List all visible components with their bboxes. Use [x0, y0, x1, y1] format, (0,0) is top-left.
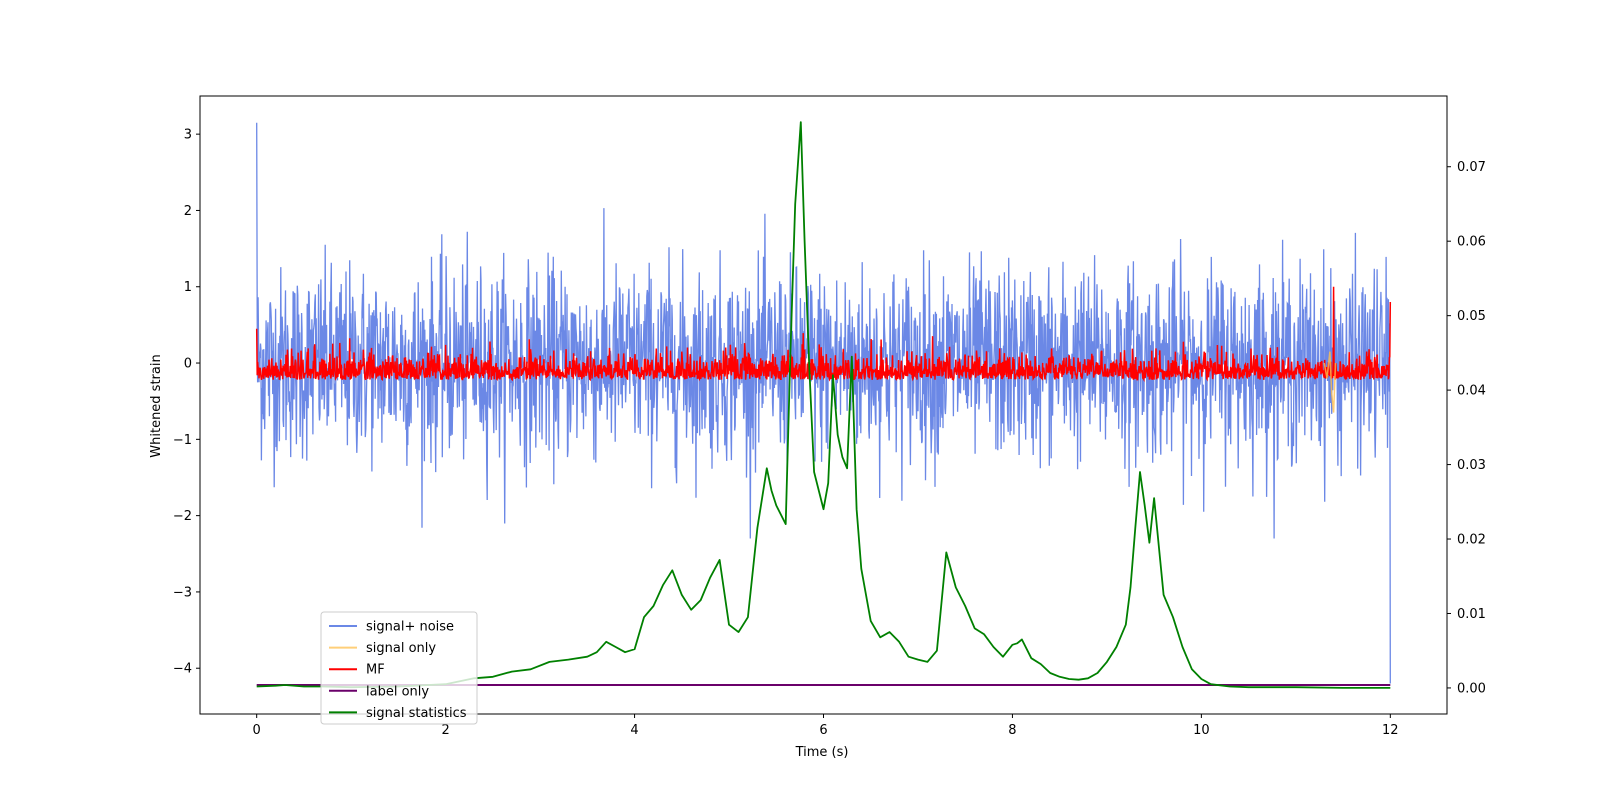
y2-tick-label: 0.05 [1457, 309, 1486, 324]
x-tick-label: 8 [1008, 723, 1016, 738]
y2-tick-label: 0.07 [1457, 160, 1486, 175]
y2-tick-label: 0.01 [1457, 607, 1486, 622]
legend-label-signal-statistics: signal statistics [366, 706, 467, 721]
y-tick-label: 3 [184, 128, 192, 143]
y-tick-label: −4 [173, 662, 192, 677]
y2-tick-label: 0.03 [1457, 458, 1486, 473]
legend-label-signal-only: signal only [366, 641, 436, 656]
x-tick-label: 2 [441, 723, 449, 738]
y-axis-label: Whitened strain [149, 354, 164, 457]
y-tick-label: 0 [184, 357, 192, 372]
y-tick-label: 1 [184, 280, 192, 295]
series-mf-line [255, 286, 1392, 383]
y2-tick-label: 0.06 [1457, 235, 1486, 250]
x-tick-label: 10 [1193, 723, 1210, 738]
legend-label-label-only: label only [366, 684, 429, 699]
x-tick-label: 12 [1382, 723, 1399, 738]
x-tick-label: 6 [819, 723, 827, 738]
x-axis-label: Time (s) [795, 745, 849, 760]
y-tick-label: 2 [184, 204, 192, 219]
series-signal-noise-line [256, 122, 1391, 684]
legend-label-mf: MF [366, 663, 385, 678]
y2-tick-label: 0.00 [1457, 681, 1486, 696]
legend-label-signal-noise: signal+ noise [366, 620, 454, 635]
series-signal-statistics-line [256, 121, 1391, 689]
y2-tick-label: 0.04 [1457, 384, 1486, 399]
y2-tick-label: 0.02 [1457, 533, 1486, 548]
y-tick-label: −2 [173, 509, 192, 524]
legend: signal+ noise signal only MF label only sign… [320, 611, 478, 725]
series-signal-only-line [1323, 351, 1337, 413]
x-tick-label: 4 [630, 723, 638, 738]
x-tick-label: 0 [253, 723, 261, 738]
x-axis: 0 2 4 6 8 10 12 [253, 714, 1399, 738]
y-axis-left: −4 −3 −2 −1 0 1 2 3 [173, 128, 200, 677]
y-tick-label: −3 [173, 585, 192, 600]
plot-area [255, 121, 1392, 689]
y-axis-right: 0.00 0.01 0.02 0.03 0.04 0.05 0.06 0.07 [1447, 160, 1486, 696]
legend-box [320, 611, 478, 725]
y-tick-label: −1 [173, 433, 192, 448]
